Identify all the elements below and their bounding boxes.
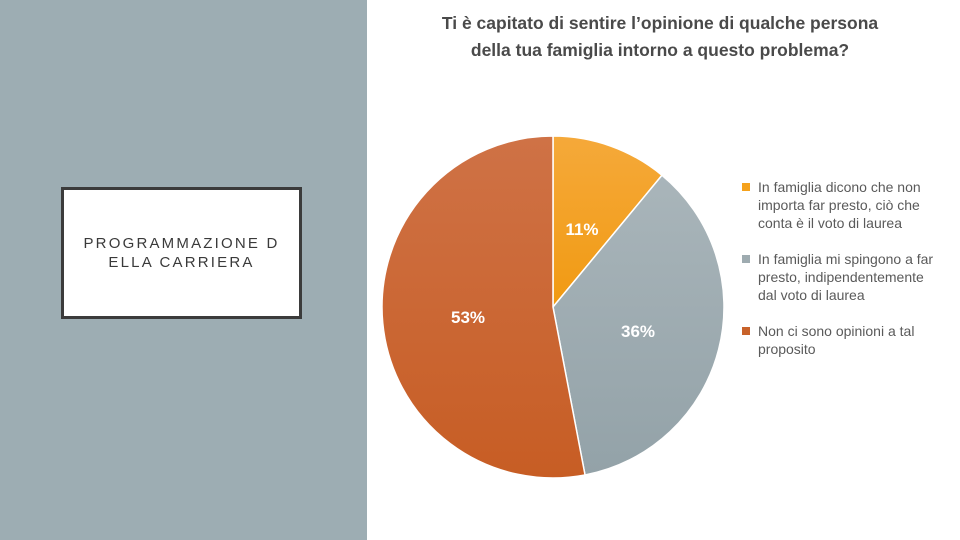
legend-swatch — [742, 183, 750, 191]
slice-label: 53% — [451, 308, 485, 327]
legend-label: In famiglia dicono che non importa far p… — [758, 179, 921, 231]
pie-slice — [381, 135, 586, 479]
legend-swatch — [742, 327, 750, 335]
legend-item: In famiglia dicono che non importa far p… — [742, 178, 942, 232]
legend-item: Non ci sono opinioni a tal proposito — [742, 322, 942, 358]
slice-label: 36% — [621, 322, 655, 341]
pie-slice — [552, 135, 664, 310]
legend-label: Non ci sono opinioni a tal proposito — [758, 323, 915, 357]
legend-item: In famiglia mi spingono a far presto, in… — [742, 250, 942, 304]
legend-swatch — [742, 255, 750, 263]
chart-legend: In famiglia dicono che non importa far p… — [742, 178, 942, 376]
section-title-box: PROGRAMMAZIONE DELLA CARRIERA — [61, 187, 302, 319]
section-title: PROGRAMMAZIONE DELLA CARRIERA — [83, 235, 280, 271]
pie-slice — [552, 174, 725, 476]
slice-label: 11% — [565, 220, 598, 239]
chart-title: Ti è capitato di sentire l’opinione di q… — [441, 13, 879, 60]
legend-label: In famiglia mi spingono a far presto, in… — [758, 251, 934, 303]
